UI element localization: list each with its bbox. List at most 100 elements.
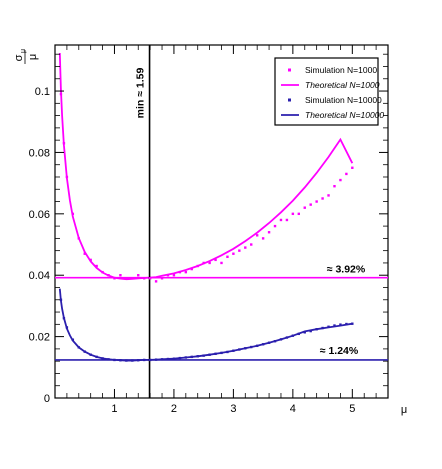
data-point-n1000 — [160, 277, 164, 280]
y-axis-label: σμμ — [13, 49, 39, 64]
data-point-n1000 — [345, 172, 348, 176]
data-point-n1000 — [309, 203, 312, 206]
data-point-n1000 — [279, 218, 283, 222]
data-point-n10000 — [184, 356, 188, 359]
data-point-n1000 — [208, 261, 211, 265]
data-point-n1000 — [196, 264, 199, 268]
data-point-n1000 — [113, 277, 116, 280]
legend-label: Theoretical N=1000 — [305, 80, 380, 90]
y-tick-label: 0.04 — [29, 270, 50, 282]
annotation-3-92-percent: ≈ 3.92% — [327, 264, 366, 276]
data-point-n1000 — [303, 206, 306, 209]
data-point-n1000 — [184, 270, 188, 274]
data-point-n1000 — [255, 234, 259, 237]
data-point-n10000 — [285, 336, 289, 339]
data-point-n1000 — [285, 218, 289, 222]
data-point-n10000 — [178, 356, 182, 360]
data-point-n10000 — [160, 358, 164, 361]
data-point-n10000 — [345, 322, 348, 326]
data-point-n1000 — [154, 280, 158, 283]
data-point-n1000 — [244, 246, 247, 249]
data-point-n10000 — [154, 358, 158, 361]
data-point-n1000 — [89, 258, 92, 262]
data-point-n1000 — [119, 274, 122, 277]
data-point-n1000 — [321, 197, 324, 200]
data-point-n10000 — [214, 352, 217, 355]
data-point-n10000 — [77, 346, 80, 349]
data-point-n10000 — [142, 358, 146, 362]
data-point-n1000 — [333, 185, 336, 188]
data-point-n1000 — [95, 264, 98, 268]
data-point-n1000 — [77, 237, 80, 240]
data-point-n10000 — [95, 355, 98, 359]
data-point-n1000 — [142, 277, 146, 280]
data-point-n10000 — [101, 357, 104, 360]
data-point-n10000 — [250, 345, 253, 349]
x-tick-label: 3 — [230, 403, 236, 415]
data-point-n1000 — [101, 270, 104, 274]
data-point-n1000 — [220, 261, 223, 265]
data-point-n10000 — [83, 350, 86, 353]
legend-label: Simulation N=1000 — [305, 65, 377, 75]
simulation-points — [59, 92, 354, 362]
data-point-n10000 — [267, 341, 271, 344]
data-point-n10000 — [279, 338, 283, 341]
data-point-n1000 — [339, 178, 342, 182]
data-point-n1000 — [291, 212, 295, 216]
data-point-n10000 — [297, 332, 301, 336]
data-point-n10000 — [137, 359, 140, 362]
y-tick-label: 0.08 — [29, 147, 50, 159]
data-point-n1000 — [261, 237, 265, 240]
data-point-n1000 — [351, 166, 354, 169]
data-point-n10000 — [315, 328, 318, 331]
data-point-n10000 — [291, 334, 295, 337]
data-point-n10000 — [202, 354, 205, 357]
data-point-n10000 — [148, 358, 152, 362]
data-point-n1000 — [71, 212, 75, 216]
data-point-n1000 — [315, 200, 318, 203]
data-point-n1000 — [131, 277, 134, 280]
data-point-n10000 — [59, 298, 63, 301]
data-point-n10000 — [273, 340, 277, 343]
data-point-n1000 — [238, 249, 241, 252]
x-tick-label: 2 — [171, 403, 177, 415]
data-point-n10000 — [238, 348, 241, 351]
legend-label: Theoretical N=10000 — [305, 110, 384, 120]
data-point-n1000 — [62, 142, 66, 145]
data-point-n1000 — [83, 252, 86, 255]
legend-marker-point — [288, 68, 291, 72]
data-point-n10000 — [333, 324, 336, 327]
data-point-n10000 — [190, 355, 193, 359]
data-point-n1000 — [273, 224, 277, 228]
data-point-n10000 — [107, 358, 110, 361]
data-point-n1000 — [137, 274, 140, 277]
data-point-n1000 — [178, 270, 182, 274]
y-tick-label: 0.06 — [29, 209, 50, 221]
data-point-n10000 — [166, 357, 170, 361]
legend-marker-point — [288, 98, 291, 102]
data-point-n10000 — [62, 316, 66, 320]
y-tick-label: 0.02 — [29, 332, 50, 344]
data-point-n1000 — [327, 194, 330, 197]
data-point-n10000 — [303, 331, 306, 334]
data-point-n1000 — [232, 252, 235, 255]
data-point-n1000 — [297, 212, 301, 216]
data-point-n10000 — [131, 359, 134, 362]
y-axis-label-numerator: σ — [13, 54, 25, 61]
data-point-n10000 — [125, 359, 128, 362]
y-axis-label-denominator: μ — [27, 54, 39, 60]
y-tick-label: 0.1 — [35, 86, 50, 98]
data-point-n1000 — [202, 261, 205, 265]
data-point-n1000 — [250, 243, 253, 246]
data-point-n10000 — [226, 350, 229, 354]
legend-label: Simulation N=10000 — [305, 95, 382, 105]
data-point-n10000 — [321, 326, 324, 330]
data-point-n10000 — [119, 359, 122, 362]
data-point-n10000 — [327, 325, 330, 328]
data-point-n10000 — [172, 357, 176, 360]
data-point-n1000 — [214, 258, 217, 262]
x-tick-label: 5 — [349, 403, 355, 415]
data-point-n1000 — [107, 274, 110, 277]
